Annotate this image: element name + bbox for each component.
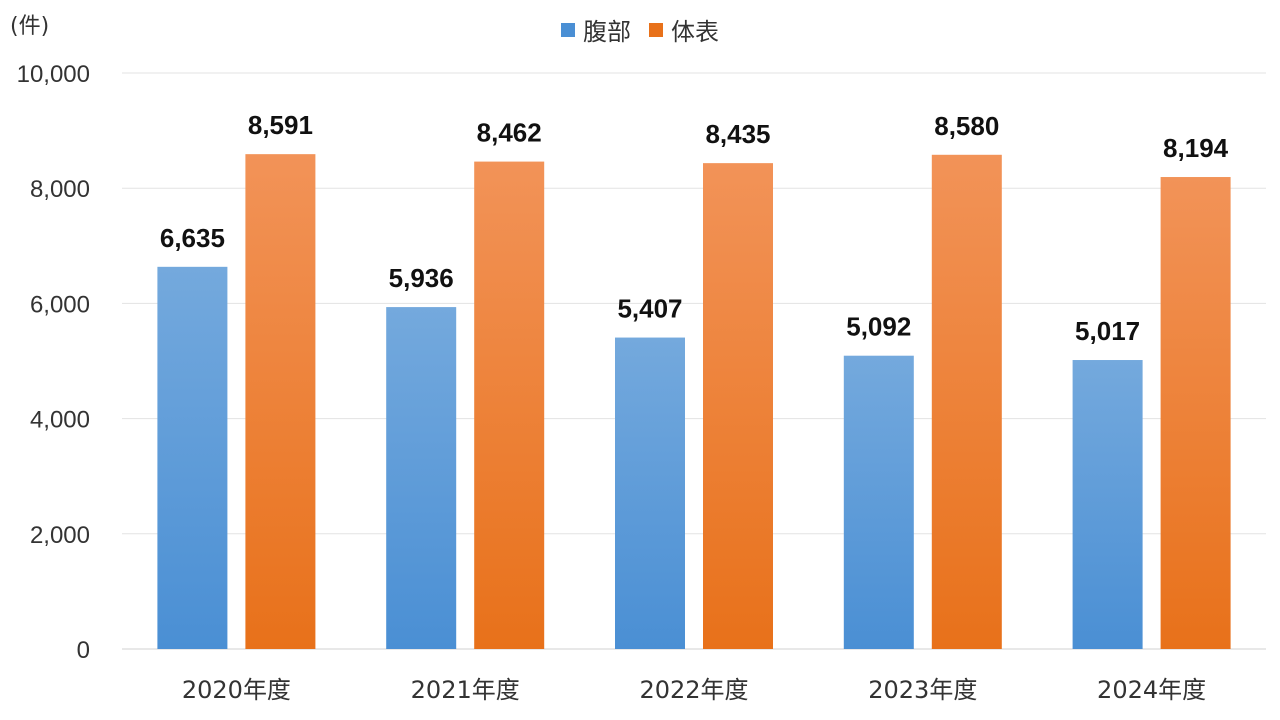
bar-surface <box>1160 177 1231 649</box>
y-tick-label: 4,000 <box>30 407 90 434</box>
y-tick-label: 2,000 <box>30 522 90 549</box>
legend-label-abdomen: 腹部 <box>583 18 631 46</box>
legend-item-abdomen: 腹部 <box>561 12 631 47</box>
x-axis-ticks: 2020年度 2021年度 2022年度 2023年度 2024年度 <box>182 676 1206 704</box>
y-axis-ticks: 0 2,000 4,000 6,000 8,000 10,000 <box>17 61 90 664</box>
bar-surface <box>474 161 545 649</box>
data-label-abdomen: 5,936 <box>389 263 454 293</box>
legend-swatch-surface <box>649 22 663 37</box>
bars <box>157 154 1231 650</box>
bar-surface <box>245 154 316 650</box>
data-label-surface: 8,435 <box>705 119 770 149</box>
x-tick-label: 2022年度 <box>639 676 748 704</box>
bar-abdomen <box>615 337 685 649</box>
legend-swatch-abdomen <box>561 22 575 37</box>
data-label-abdomen: 5,407 <box>617 294 682 324</box>
data-labels: 6,635 8,591 5,936 8,462 5,407 8,435 5,092 8,580… <box>160 110 1229 346</box>
data-label-surface: 8,591 <box>248 110 313 140</box>
data-label-surface: 8,462 <box>477 118 542 148</box>
bar-abdomen <box>386 307 457 649</box>
bar-abdomen <box>1072 360 1143 649</box>
x-tick-label: 2024年度 <box>1097 676 1206 704</box>
legend: 腹部 体表 <box>0 12 1280 47</box>
x-tick-label: 2021年度 <box>411 676 520 704</box>
data-label-surface: 8,194 <box>1163 133 1229 163</box>
bar-abdomen <box>843 355 914 649</box>
data-label-abdomen: 5,017 <box>1075 316 1140 346</box>
legend-item-surface: 体表 <box>649 12 719 47</box>
y-tick-label: 10,000 <box>17 61 90 88</box>
y-tick-label: 6,000 <box>30 291 90 318</box>
x-tick-label: 2023年度 <box>868 676 977 704</box>
y-tick-label: 0 <box>77 637 90 664</box>
bar-surface <box>703 163 773 650</box>
data-label-abdomen: 5,092 <box>846 312 911 342</box>
y-tick-label: 8,000 <box>30 176 90 203</box>
legend-label-surface: 体表 <box>671 18 719 46</box>
data-label-surface: 8,580 <box>934 111 999 141</box>
x-tick-label: 2020年度 <box>182 676 291 704</box>
y-axis-unit-label: (件) <box>10 14 50 39</box>
bar-surface <box>931 154 1002 650</box>
bar-abdomen <box>157 266 228 649</box>
data-label-abdomen: 6,635 <box>160 223 225 253</box>
